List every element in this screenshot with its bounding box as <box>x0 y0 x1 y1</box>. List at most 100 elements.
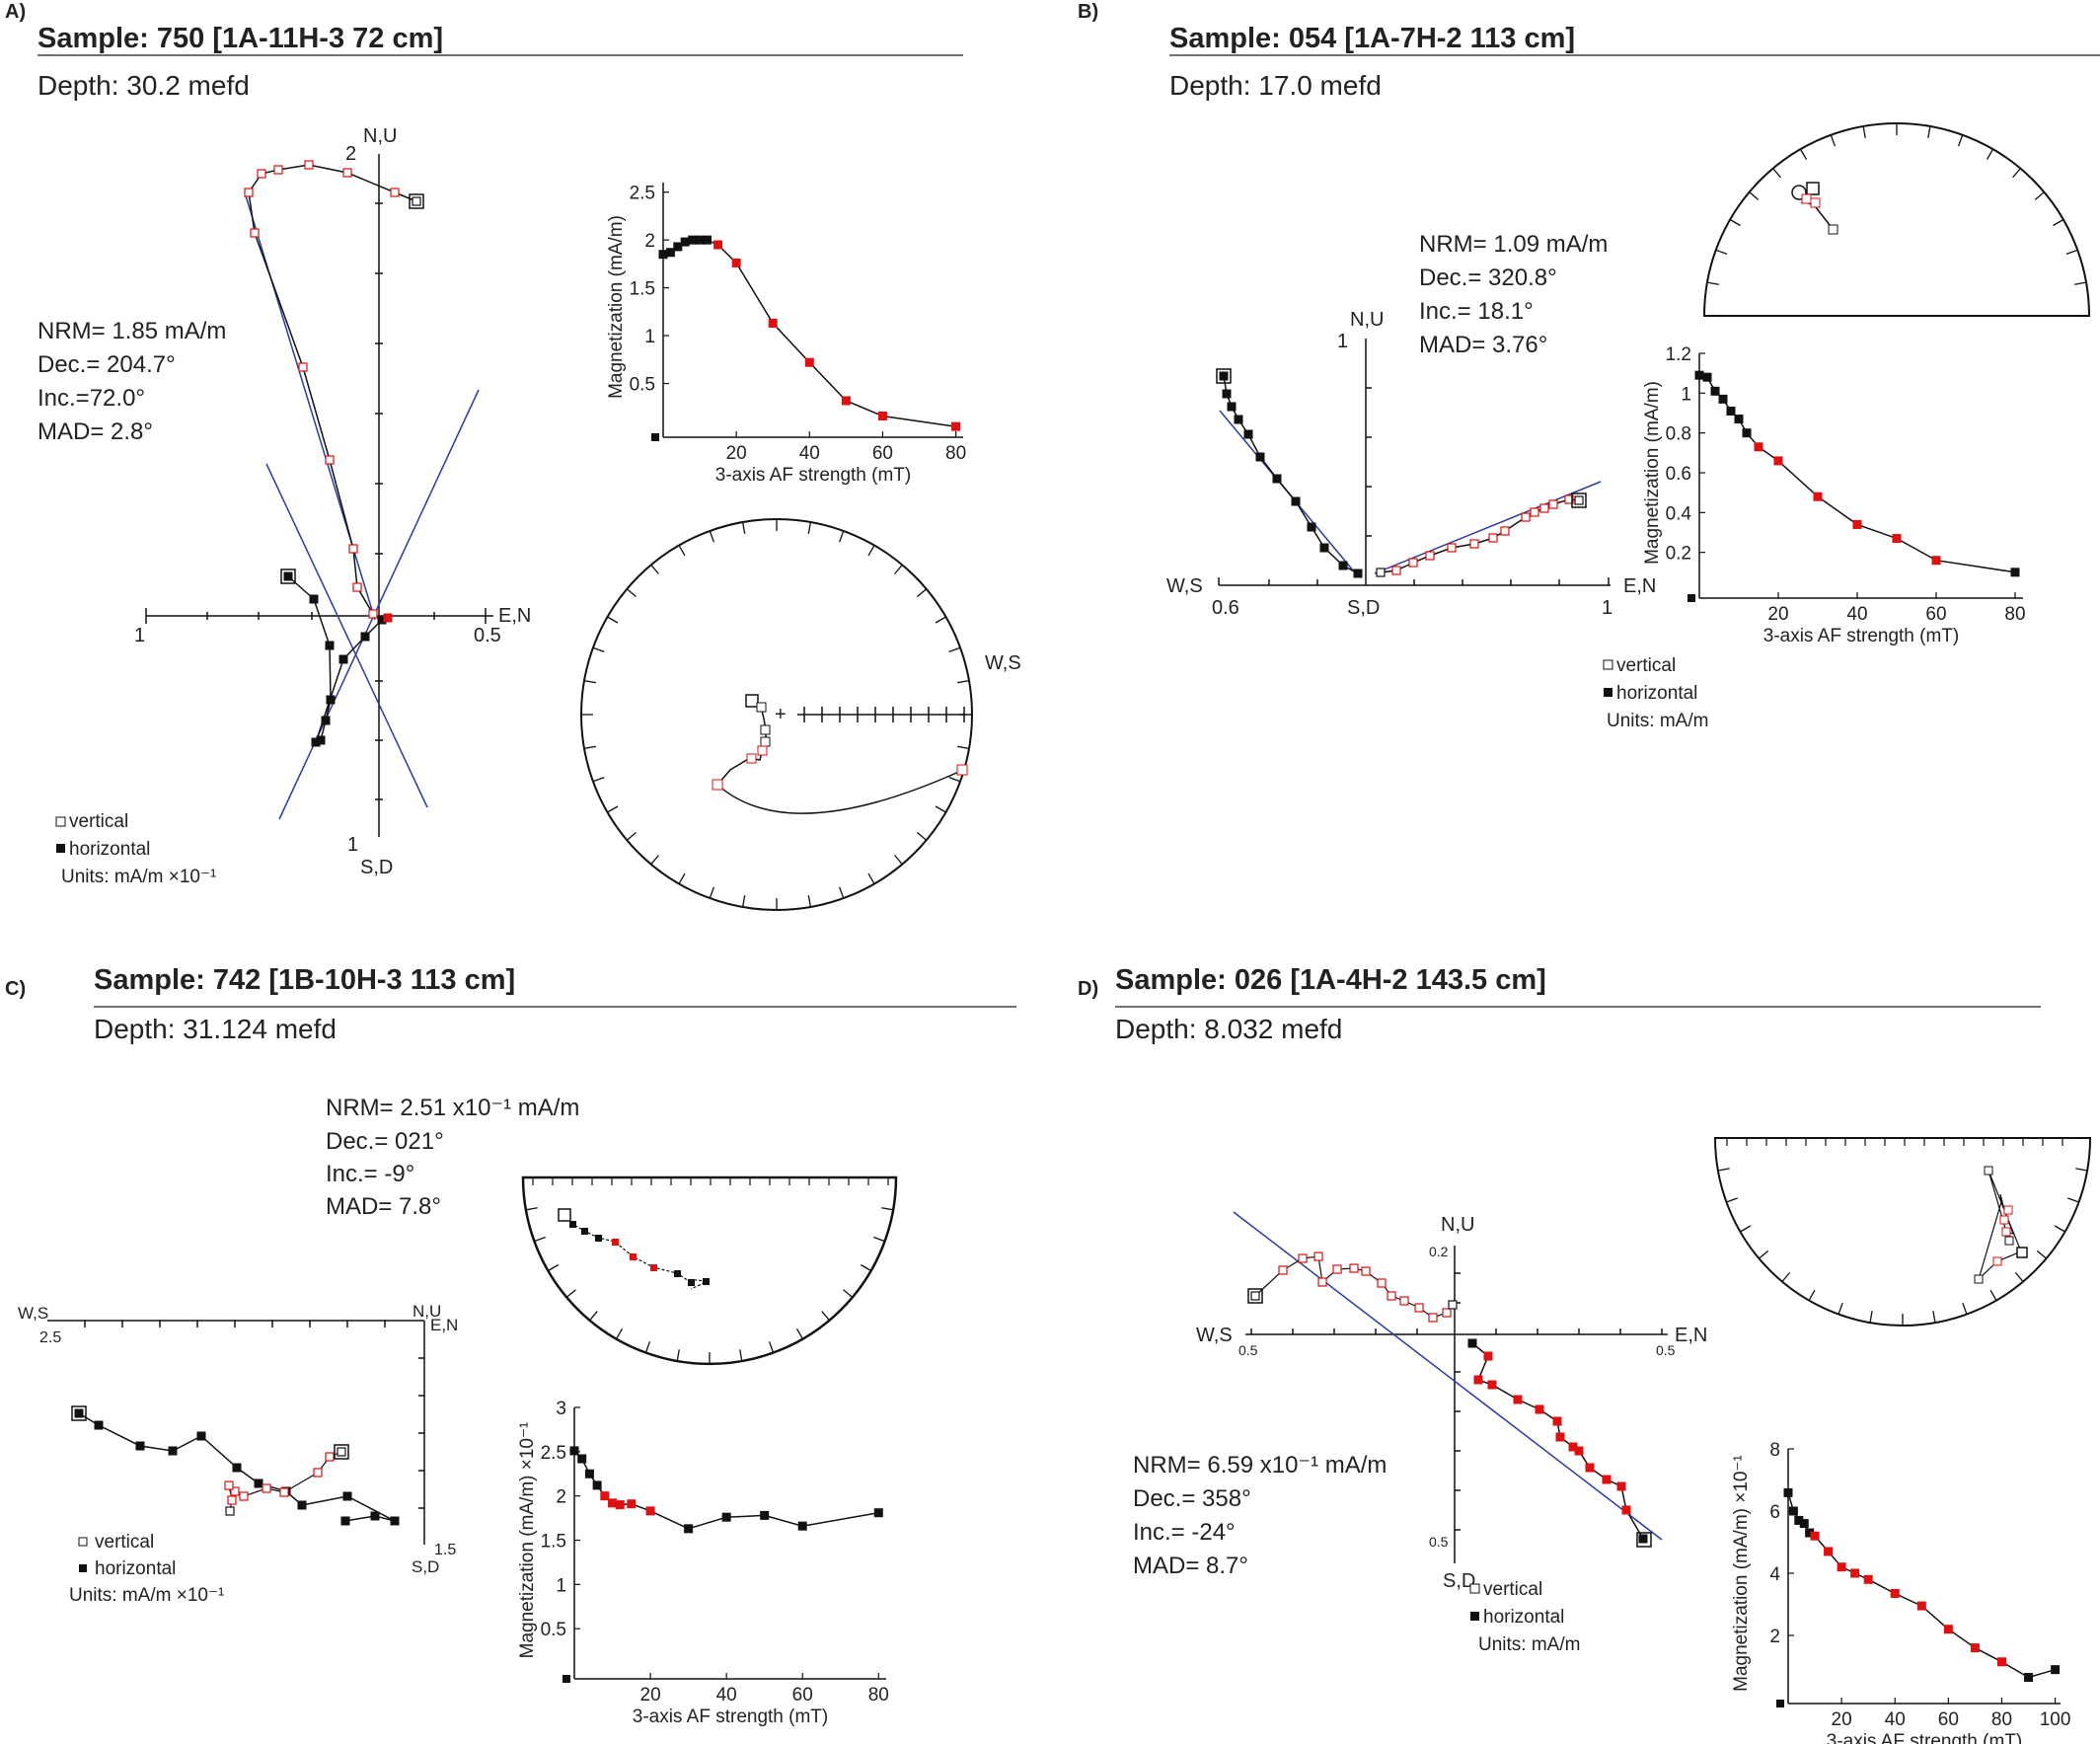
demag-curve-line <box>662 239 956 427</box>
horizontal-legend-symbol <box>56 844 65 853</box>
stereonet-point <box>1992 1256 2002 1266</box>
demag-point <box>1824 1547 1834 1556</box>
axis-label-bottom: S,D <box>360 857 393 878</box>
demag-point <box>680 237 690 247</box>
legend-vertical: vertical <box>69 811 128 832</box>
stereonet-tick <box>839 530 845 543</box>
stereonet-tick <box>525 1207 538 1211</box>
stereonet-point <box>757 745 768 756</box>
tick-label-left: 0.6 <box>1212 597 1239 619</box>
x-tick-label: 60 <box>1925 604 1946 625</box>
demag-point <box>1943 1625 1953 1634</box>
demag-point <box>731 258 741 267</box>
vertical-legend-symbol <box>1469 1583 1480 1594</box>
stereonet-point <box>630 1253 637 1260</box>
x-tick-label: 20 <box>640 1685 661 1706</box>
x-axis-label: 3-axis AF strength (mT) <box>633 1706 829 1727</box>
stereonet-tick <box>768 1341 775 1353</box>
demag-point <box>1810 1531 1820 1541</box>
stereonet-tick <box>873 1236 885 1243</box>
stereonet-tick <box>1729 218 1741 227</box>
axis-label-right: E,N <box>1623 575 1656 597</box>
horizontal-projection-series <box>1219 371 1363 578</box>
stereonet-tick <box>1808 1289 1816 1301</box>
demag-point <box>577 1454 587 1464</box>
stereonet-tick <box>894 855 903 866</box>
x-tick-label: 80 <box>945 443 966 464</box>
axis-label-top: N,U <box>1350 309 1384 331</box>
legend-units: Units: mA/m <box>1607 711 1708 731</box>
y-tick-label: 1 <box>644 327 655 347</box>
zij-legend: vertical horizontal Units: mA/m <box>1603 655 1708 731</box>
x-tick-label: 20 <box>1767 604 1788 625</box>
stereonet-point <box>569 1221 576 1228</box>
sample-title: Sample: 026 [1A-4H-2 143.5 cm] <box>1115 964 1546 996</box>
demag-point <box>592 1480 602 1490</box>
legend-units: Units: mA/m ×10⁻¹ <box>61 867 216 887</box>
demag-point <box>1783 1487 1793 1497</box>
x-tick-label: 60 <box>872 443 893 464</box>
tick-label-right: 0.5 <box>1656 1342 1676 1358</box>
demag-point <box>797 1521 807 1531</box>
nrm-start-marker <box>1216 368 1232 384</box>
panel-c: C) Sample: 742 [1B-10H-3 113 cm] Depth: … <box>5 964 1016 1727</box>
legend-horizontal: horizontal <box>1616 683 1697 704</box>
stereonet-point <box>1999 1215 2009 1225</box>
demag-point <box>804 357 814 367</box>
nrm-value: NRM= 1.85 mA/m <box>38 318 226 344</box>
demag-point <box>1850 1568 1860 1578</box>
x-axis-label: 3-axis AF strength (mT) <box>1827 1731 2023 1744</box>
y-tick-label: 0.2 <box>1666 544 1691 565</box>
stereonet: W,S + <box>580 518 1021 911</box>
stereonet-tick <box>2053 218 2064 227</box>
demag-point <box>1805 1528 1815 1538</box>
mad-value: MAD= 3.76° <box>1419 332 1547 358</box>
axis-label-left: W,S <box>1166 575 1203 597</box>
tick-label-top: 1 <box>1337 331 1348 352</box>
stereonet-point <box>1974 1274 1984 1284</box>
stereonet-tick <box>2074 281 2087 285</box>
dec-value: Dec.= 204.7° <box>38 351 176 378</box>
stereonet-tick <box>741 521 746 534</box>
stereonet-point <box>650 1264 657 1271</box>
stereonet-point <box>1828 224 1838 235</box>
axis-label-right: E,N <box>498 605 531 627</box>
demag-point <box>645 1506 655 1516</box>
dec-value: Dec.= 358° <box>1133 1485 1251 1512</box>
stereonet-tick <box>1781 1271 1791 1282</box>
demag-point <box>1852 519 1862 529</box>
stereonet-tick <box>807 521 812 534</box>
y-tick-label: 8 <box>1769 1440 1780 1461</box>
stereonet-tick <box>881 1207 894 1211</box>
stereonet-half-circle <box>1702 122 2091 317</box>
demag-chart: 0.5 1 1.5 2 2.5 20 40 60 80 3-axis AF strength (m… <box>606 183 966 486</box>
stereonet-label: W,S <box>985 652 1021 674</box>
vertical-legend-symbol <box>78 1537 88 1547</box>
vertical-legend-symbol <box>1603 659 1613 670</box>
horizontal-projection-series <box>74 1408 400 1526</box>
mad-value: MAD= 7.8° <box>326 1193 441 1220</box>
tick-label-bottom: 1.5 <box>434 1542 456 1558</box>
legend-horizontal: horizontal <box>1483 1607 1564 1628</box>
stereonet <box>521 1175 898 1366</box>
demag-point <box>951 421 961 431</box>
demag-point <box>1726 406 1736 416</box>
stereonet-point <box>674 1270 681 1277</box>
stereonet-path <box>1977 1170 2022 1281</box>
zij-legend: vertical horizontal Units: mA/m ×10⁻¹ <box>69 1532 224 1606</box>
stereonet-tick <box>615 1327 624 1340</box>
legend-horizontal: horizontal <box>69 839 150 860</box>
demag-point <box>615 1500 625 1510</box>
stereonet-tick <box>1862 125 1866 138</box>
demag-point <box>841 396 851 406</box>
stereonet-tick <box>1799 148 1808 160</box>
nrm-start-marker <box>1247 1288 1263 1304</box>
inc-value: Inc.=72.0° <box>38 385 145 412</box>
zij-ticks <box>1218 387 1610 585</box>
axis-label-right: E,N <box>1675 1325 1707 1346</box>
stereonet-tick <box>547 1263 560 1272</box>
stereonet-tick <box>839 886 845 899</box>
stereonet-point <box>612 1239 619 1246</box>
stereonet-ticks <box>1715 1137 2090 1326</box>
mad-value: MAD= 2.8° <box>38 418 153 445</box>
